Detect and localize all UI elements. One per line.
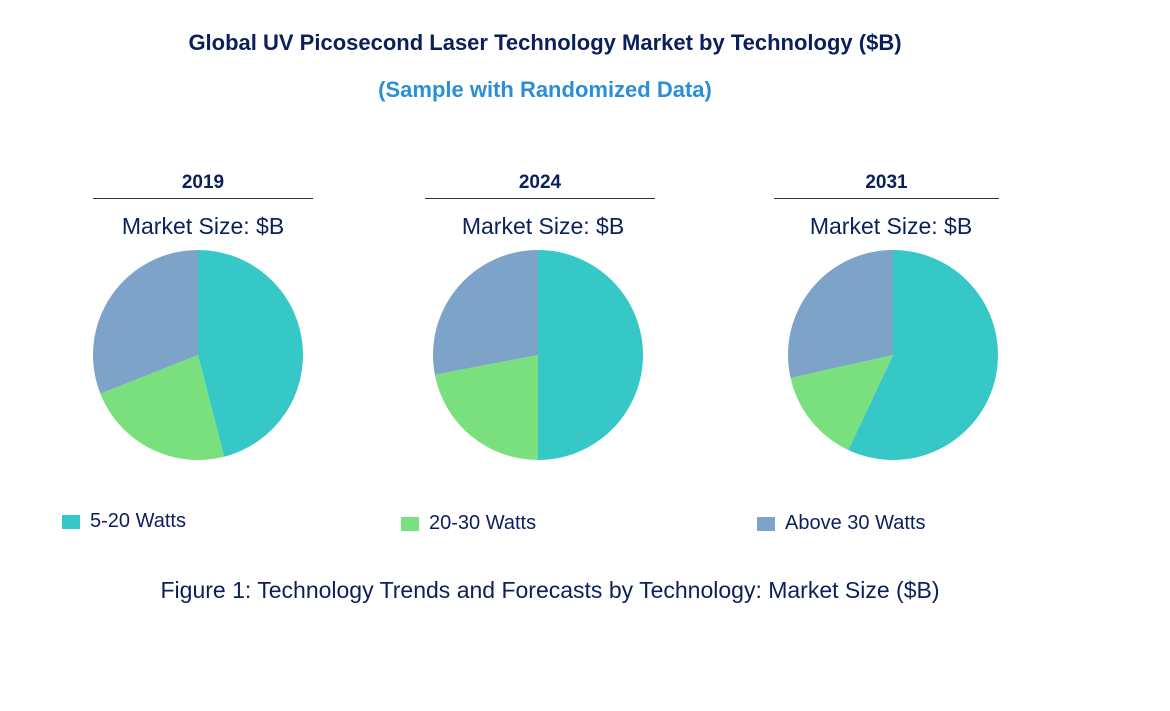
chart-subtitle: (Sample with Randomized Data)	[378, 77, 712, 102]
legend-label: 5-20 Watts	[90, 510, 186, 532]
pie-label-2019: Market Size: $B	[121, 213, 285, 239]
legend-item-5-20-watts: 5-20 Watts	[62, 510, 186, 533]
pie-year-2031: 2031	[774, 172, 999, 199]
pie-slice-2019-5-20-watts	[198, 250, 304, 457]
legend-swatch	[757, 516, 775, 531]
pie-slice-2019-above-30-watts	[92, 250, 198, 394]
pie-slice-2024-20-30-watts	[434, 355, 538, 460]
pie-slice-2031-20-30-watts	[790, 355, 893, 451]
legend-label: 20-30 Watts	[429, 512, 537, 534]
pie-label-2031: Market Size: $B	[809, 213, 973, 239]
pie-year-2024: 2024	[425, 172, 655, 199]
legend-item-20-30-watts: 20-30 Watts	[401, 512, 536, 535]
pie-slice-2024-above-30-watts	[433, 250, 538, 375]
legend-item-above-30-watts: Above 30 Watts	[757, 512, 925, 535]
pie-slice-2019-20-30-watts	[100, 355, 225, 460]
pie-slice-2024-5-20-watts	[538, 250, 643, 460]
legend-label: Above 30 Watts	[785, 512, 926, 534]
figure-caption: Figure 1: Technology Trends and Forecast…	[160, 577, 940, 603]
pie-slice-2031-above-30-watts	[788, 250, 893, 378]
pie-year-2019: 2019	[93, 172, 313, 199]
pie-slice-2031-5-20-watts	[848, 250, 998, 460]
legend-swatch	[62, 514, 80, 529]
legend-swatch	[401, 516, 419, 531]
pie-label-2024: Market Size: $B	[461, 213, 625, 239]
chart-title: Global UV Picosecond Laser Technology Ma…	[188, 30, 902, 55]
